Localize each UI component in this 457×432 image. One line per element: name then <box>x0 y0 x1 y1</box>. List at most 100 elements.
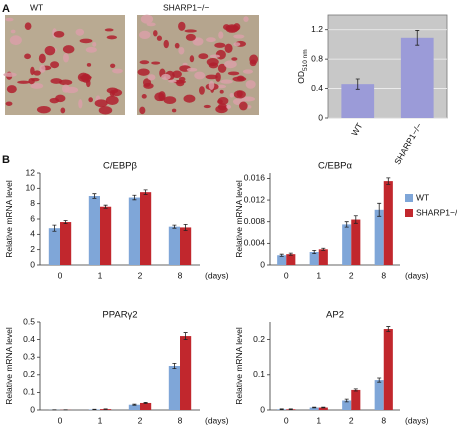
y-tick-label: 0 <box>318 112 323 122</box>
cell <box>92 41 97 47</box>
cell <box>139 30 151 40</box>
error-bar <box>183 223 188 231</box>
bar <box>128 404 140 410</box>
x-tick-label: 8 <box>381 415 386 425</box>
cell <box>151 61 161 65</box>
bar <box>168 226 180 265</box>
x-tick-label: 0 <box>58 270 63 280</box>
error-bar <box>103 204 108 209</box>
y-tick-label: 0.3 <box>23 351 35 361</box>
x-unit-label: (days) <box>405 270 429 280</box>
x-tick-label: 2 <box>349 270 354 280</box>
error-bar <box>63 220 68 224</box>
cell <box>153 30 158 37</box>
cell <box>163 39 169 49</box>
cell <box>233 42 241 47</box>
panel-label: A <box>2 3 10 15</box>
cell <box>39 64 46 73</box>
cell <box>224 60 237 69</box>
bar <box>100 206 112 265</box>
error-bar <box>279 253 284 257</box>
x-tick-label: 2 <box>138 415 143 425</box>
bar <box>48 228 60 265</box>
cell <box>24 53 31 60</box>
error-bar <box>353 388 358 392</box>
cell <box>161 73 171 81</box>
image-label: SHARP1−/− <box>163 2 209 12</box>
x-tick-label: SHARP1−/− <box>392 121 424 166</box>
error-bar <box>312 406 317 409</box>
y-tick-label: 0.4 <box>23 334 35 344</box>
y-axis-label: Relative mRNA level <box>4 327 14 405</box>
error-bar <box>52 224 57 232</box>
cell <box>185 33 196 41</box>
cell <box>183 94 196 103</box>
cell <box>85 46 97 53</box>
y-axis-label-text: Relative mRNA level <box>234 180 244 258</box>
cell <box>242 69 254 74</box>
error-bar <box>415 30 420 46</box>
y-tick-label: 0.8 <box>311 53 323 63</box>
chart-title: AP2 <box>326 310 344 321</box>
cell <box>232 76 247 82</box>
error-bar <box>312 249 317 255</box>
cell <box>178 46 185 55</box>
legend-swatch <box>405 194 413 202</box>
y-tick-label: 0 <box>30 404 35 414</box>
cell <box>208 80 215 91</box>
cell <box>236 90 243 98</box>
y-tick-label: 0.1 <box>253 369 265 379</box>
y-tick-label: 0.1 <box>23 387 35 397</box>
error-bar <box>353 215 358 224</box>
cell <box>203 104 211 109</box>
cell <box>110 63 116 69</box>
y-tick-label: 0 <box>260 404 265 414</box>
cell <box>227 71 240 76</box>
bar <box>128 197 140 265</box>
cell <box>58 79 73 86</box>
cell <box>28 77 35 85</box>
cell <box>9 35 22 46</box>
cell <box>226 104 231 109</box>
y-tick-label: 1.2 <box>311 24 323 34</box>
cell <box>44 45 56 56</box>
cell <box>112 68 123 74</box>
y-tick-label: 0 <box>30 259 35 269</box>
bar <box>341 84 375 118</box>
cell <box>233 23 241 31</box>
y-tick-label: 0.004 <box>244 238 266 248</box>
cell <box>189 55 195 63</box>
x-unit-label: (days) <box>405 415 429 425</box>
cell <box>49 97 60 104</box>
y-tick-label: 0.008 <box>244 216 266 226</box>
chart-title: PPARγ2 <box>102 310 137 321</box>
x-tick-label: 8 <box>381 270 386 280</box>
bar <box>342 400 352 410</box>
y-tick-label: 10 <box>26 183 36 193</box>
error-bar <box>377 377 382 383</box>
error-bar <box>321 406 326 409</box>
cell <box>30 66 35 76</box>
y-axis-label-text: Relative mRNA level <box>234 327 244 405</box>
bar <box>374 380 384 410</box>
legend-label: WT <box>416 192 429 202</box>
bar <box>318 407 328 410</box>
bar <box>309 252 319 265</box>
cell <box>62 45 75 54</box>
cell <box>104 28 114 32</box>
cell <box>217 63 227 73</box>
cell <box>216 84 227 89</box>
y-axis-label-subscript: 510 nm <box>302 49 309 71</box>
y-tick-label: 0.016 <box>244 173 266 183</box>
chart-title: C/EBPβ <box>103 161 138 172</box>
cell <box>143 82 154 89</box>
cell <box>214 42 226 48</box>
error-bar <box>183 332 188 340</box>
cell <box>139 106 146 115</box>
micrograph-cells <box>3 14 259 115</box>
x-tick-label: 2 <box>349 415 354 425</box>
error-bar <box>355 78 360 90</box>
y-tick-label: 0.5 <box>23 316 35 326</box>
bar <box>351 219 361 265</box>
cell <box>141 94 147 99</box>
